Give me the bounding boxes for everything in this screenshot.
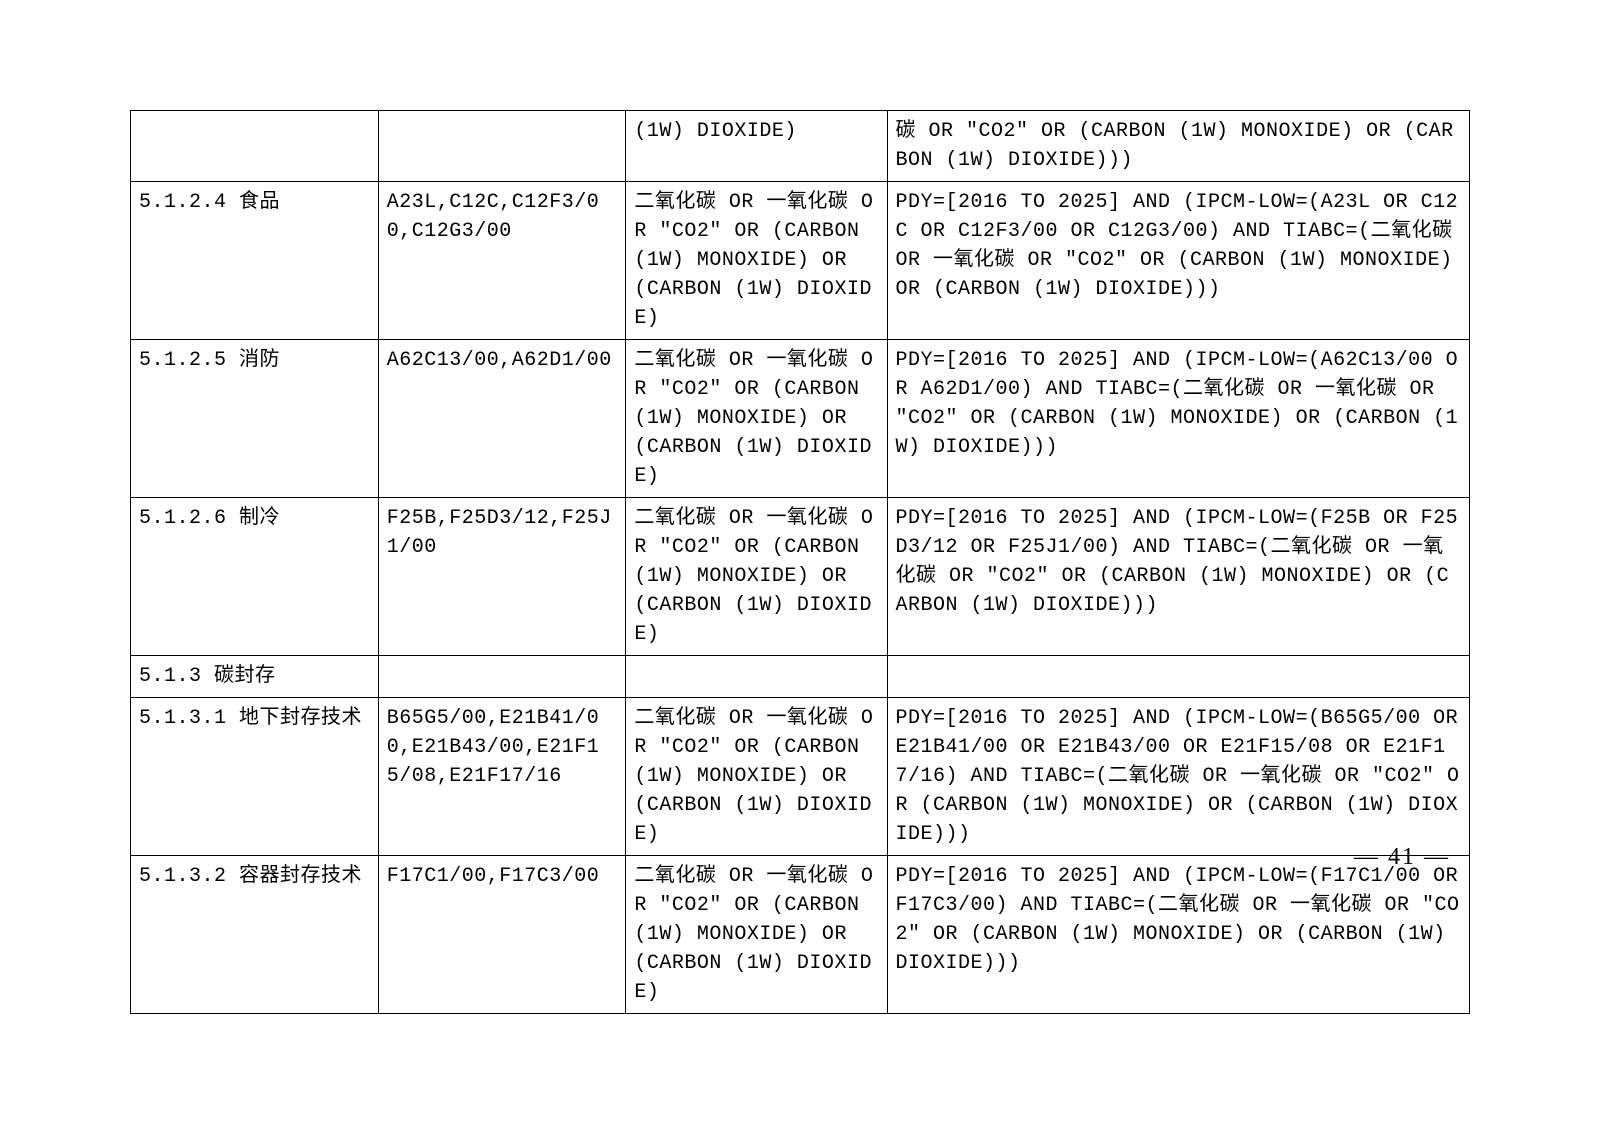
cell-query: PDY=[2016 TO 2025] AND (IPCM-LOW=(F25B O… xyxy=(887,498,1470,656)
table-row: 5.1.3.1 地下封存技术 B65G5/00,E21B41/00,E21B43… xyxy=(131,698,1470,856)
cell-ipc: A62C13/00,A62D1/00 xyxy=(378,340,626,498)
cell-category: 5.1.3.2 容器封存技术 xyxy=(131,856,379,1014)
table-row: (1W) DIOXIDE) 碳 OR "CO2" OR (CARBON (1W)… xyxy=(131,111,1470,182)
page-number: — 41 — xyxy=(1354,844,1450,871)
cell-category: 5.1.2.5 消防 xyxy=(131,340,379,498)
cell-category: 5.1.2.4 食品 xyxy=(131,182,379,340)
cell-query: 碳 OR "CO2" OR (CARBON (1W) MONOXIDE) OR … xyxy=(887,111,1470,182)
table-row: 5.1.2.4 食品 A23L,C12C,C12F3/00,C12G3/00 二… xyxy=(131,182,1470,340)
cell-keywords: 二氧化碳 OR 一氧化碳 OR "CO2" OR (CARBON (1W) MO… xyxy=(626,856,887,1014)
table-row: 5.1.2.6 制冷 F25B,F25D3/12,F25J1/00 二氧化碳 O… xyxy=(131,498,1470,656)
cell-query: PDY=[2016 TO 2025] AND (IPCM-LOW=(B65G5/… xyxy=(887,698,1470,856)
document-page: (1W) DIOXIDE) 碳 OR "CO2" OR (CARBON (1W)… xyxy=(0,0,1600,1131)
cell-keywords: 二氧化碳 OR 一氧化碳 OR "CO2" OR (CARBON (1W) MO… xyxy=(626,340,887,498)
cell-category: 5.1.3 碳封存 xyxy=(131,656,379,698)
cell-keywords: 二氧化碳 OR 一氧化碳 OR "CO2" OR (CARBON (1W) MO… xyxy=(626,182,887,340)
table-row: 5.1.2.5 消防 A62C13/00,A62D1/00 二氧化碳 OR 一氧… xyxy=(131,340,1470,498)
cell-keywords: 二氧化碳 OR 一氧化碳 OR "CO2" OR (CARBON (1W) MO… xyxy=(626,498,887,656)
cell-category: 5.1.3.1 地下封存技术 xyxy=(131,698,379,856)
cell-category xyxy=(131,111,379,182)
table-row: 5.1.3.2 容器封存技术 F17C1/00,F17C3/00 二氧化碳 OR… xyxy=(131,856,1470,1014)
classification-table: (1W) DIOXIDE) 碳 OR "CO2" OR (CARBON (1W)… xyxy=(130,110,1470,1014)
cell-ipc: F17C1/00,F17C3/00 xyxy=(378,856,626,1014)
table-row: 5.1.3 碳封存 xyxy=(131,656,1470,698)
cell-ipc xyxy=(378,656,626,698)
cell-keywords: (1W) DIOXIDE) xyxy=(626,111,887,182)
cell-query: PDY=[2016 TO 2025] AND (IPCM-LOW=(A23L O… xyxy=(887,182,1470,340)
cell-query: PDY=[2016 TO 2025] AND (IPCM-LOW=(F17C1/… xyxy=(887,856,1470,1014)
cell-query: PDY=[2016 TO 2025] AND (IPCM-LOW=(A62C13… xyxy=(887,340,1470,498)
cell-category: 5.1.2.6 制冷 xyxy=(131,498,379,656)
cell-query xyxy=(887,656,1470,698)
cell-ipc: F25B,F25D3/12,F25J1/00 xyxy=(378,498,626,656)
cell-ipc: B65G5/00,E21B41/00,E21B43/00,E21F15/08,E… xyxy=(378,698,626,856)
cell-ipc: A23L,C12C,C12F3/00,C12G3/00 xyxy=(378,182,626,340)
cell-keywords: 二氧化碳 OR 一氧化碳 OR "CO2" OR (CARBON (1W) MO… xyxy=(626,698,887,856)
cell-keywords xyxy=(626,656,887,698)
cell-ipc xyxy=(378,111,626,182)
